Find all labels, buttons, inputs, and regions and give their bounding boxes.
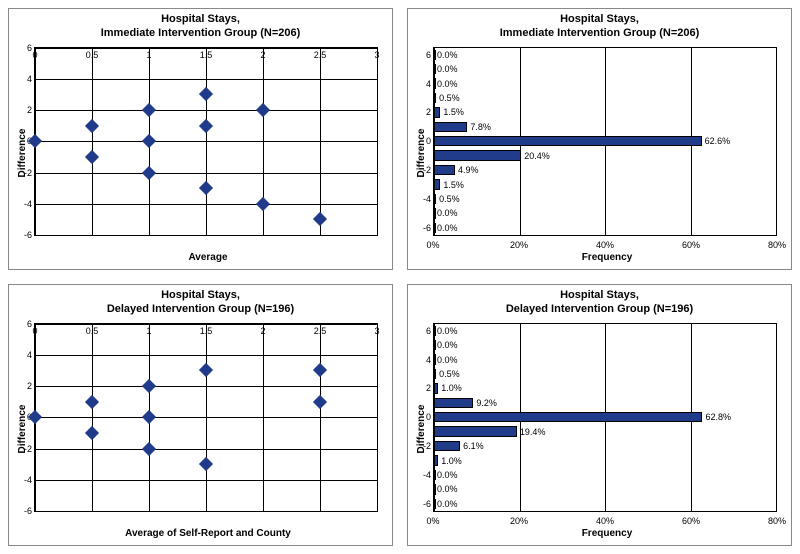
x-axis-label: Frequency — [429, 250, 785, 263]
scatter-marker — [142, 410, 156, 424]
bar — [434, 150, 521, 160]
bar-value-label: 1.0% — [441, 456, 462, 466]
bar-value-label: 1.5% — [443, 180, 464, 190]
bar — [434, 455, 438, 465]
chart-grid: Hospital Stays, Immediate Intervention G… — [0, 0, 800, 554]
scatter-marker — [313, 212, 327, 226]
panel-title: Hospital Stays, Delayed Intervention Gro… — [414, 289, 785, 317]
bar-value-label: 0.0% — [437, 50, 458, 60]
bar — [434, 122, 467, 132]
bar-plot: 6420-2-4-60.0%0.0%0.0%0.5%1.0%9.2%62.8%1… — [433, 323, 777, 513]
bar — [434, 136, 702, 146]
panel-bottom-left: Hospital Stays, Delayed Intervention Gro… — [8, 284, 393, 546]
scatter-marker — [85, 119, 99, 133]
panel-title: Hospital Stays, Immediate Intervention G… — [414, 13, 785, 41]
x-axis-label: Average — [30, 250, 386, 263]
bar-value-label: 6.1% — [463, 441, 484, 451]
bar — [434, 50, 436, 60]
scatter-marker — [199, 119, 213, 133]
scatter-marker — [142, 134, 156, 148]
scatter-marker — [199, 87, 213, 101]
bar — [434, 441, 460, 451]
scatter-plot: -6-4-2024600.511.522.53 — [34, 323, 378, 513]
bar — [434, 369, 436, 379]
bar-value-label: 0.0% — [437, 208, 458, 218]
bar-value-label: 0.0% — [437, 79, 458, 89]
scatter-marker — [256, 197, 270, 211]
panel-top-left: Hospital Stays, Immediate Intervention G… — [8, 8, 393, 270]
plot-area: Difference 6420-2-4-60.0%0.0%0.0%0.5%1.0… — [414, 319, 785, 540]
bar-value-label: 0.5% — [439, 194, 460, 204]
bar — [434, 340, 436, 350]
scatter-marker — [313, 395, 327, 409]
bar — [434, 326, 436, 336]
bar — [434, 78, 436, 88]
bar — [434, 383, 438, 393]
bar-value-label: 0.5% — [439, 369, 460, 379]
bar-value-label: 9.2% — [476, 398, 497, 408]
bar — [434, 398, 473, 408]
bar-value-label: 7.8% — [470, 122, 491, 132]
scatter-marker — [199, 457, 213, 471]
panel-title: Hospital Stays, Immediate Intervention G… — [15, 13, 386, 41]
bar-value-label: 20.4% — [524, 151, 550, 161]
scatter-marker — [256, 103, 270, 117]
bar-value-label: 0.0% — [437, 499, 458, 509]
bar — [434, 165, 455, 175]
bar — [434, 412, 702, 422]
bar-value-label: 0.0% — [437, 64, 458, 74]
scatter-marker — [142, 379, 156, 393]
bar — [434, 179, 440, 189]
x-axis-label: Average of Self-Report and County — [30, 526, 386, 539]
x-ticks — [34, 238, 378, 250]
plot-area: Difference -6-4-2024600.511.522.53 Avera… — [15, 319, 386, 540]
x-ticks: 0%20%40%60%80% — [433, 238, 777, 250]
bar — [434, 194, 436, 204]
bar-value-label: 0.0% — [437, 484, 458, 494]
x-ticks: 0%20%40%60%80% — [433, 514, 777, 526]
x-ticks — [34, 514, 378, 526]
bar — [434, 499, 436, 509]
plot-area: Difference -6-4-2024600.511.522.53 Avera… — [15, 43, 386, 264]
bar-value-label: 0.0% — [437, 355, 458, 365]
bar — [434, 354, 436, 364]
bar-value-label: 19.4% — [520, 427, 546, 437]
bar-value-label: 0.5% — [439, 93, 460, 103]
scatter-marker — [313, 363, 327, 377]
bar — [434, 426, 517, 436]
bar-plot: 6420-2-4-60.0%0.0%0.0%0.5%1.5%7.8%62.6%2… — [433, 47, 777, 237]
x-axis-label: Frequency — [429, 526, 785, 539]
bar-value-label: 0.0% — [437, 223, 458, 233]
scatter-marker — [142, 103, 156, 117]
bar — [434, 64, 436, 74]
plot-area: Difference 6420-2-4-60.0%0.0%0.0%0.5%1.5… — [414, 43, 785, 264]
bar — [434, 223, 436, 233]
scatter-marker — [85, 426, 99, 440]
bar — [434, 93, 436, 103]
bar-value-label: 62.8% — [705, 412, 731, 422]
bar-value-label: 0.0% — [437, 470, 458, 480]
bar-value-label: 0.0% — [437, 326, 458, 336]
panel-title: Hospital Stays, Delayed Intervention Gro… — [15, 289, 386, 317]
scatter-marker — [85, 150, 99, 164]
panel-top-right: Hospital Stays, Immediate Intervention G… — [407, 8, 792, 270]
bar-value-label: 62.6% — [705, 136, 731, 146]
bar-value-label: 1.5% — [443, 107, 464, 117]
scatter-marker — [142, 441, 156, 455]
bar-value-label: 0.0% — [437, 340, 458, 350]
bar — [434, 208, 436, 218]
bar — [434, 107, 440, 117]
panel-bottom-right: Hospital Stays, Delayed Intervention Gro… — [407, 284, 792, 546]
bar — [434, 484, 436, 494]
scatter-marker — [199, 363, 213, 377]
bar-value-label: 1.0% — [441, 383, 462, 393]
scatter-marker — [199, 181, 213, 195]
scatter-marker — [85, 395, 99, 409]
scatter-marker — [142, 165, 156, 179]
bar-value-label: 4.9% — [458, 165, 479, 175]
bar — [434, 470, 436, 480]
scatter-plot: -6-4-2024600.511.522.53 — [34, 47, 378, 237]
